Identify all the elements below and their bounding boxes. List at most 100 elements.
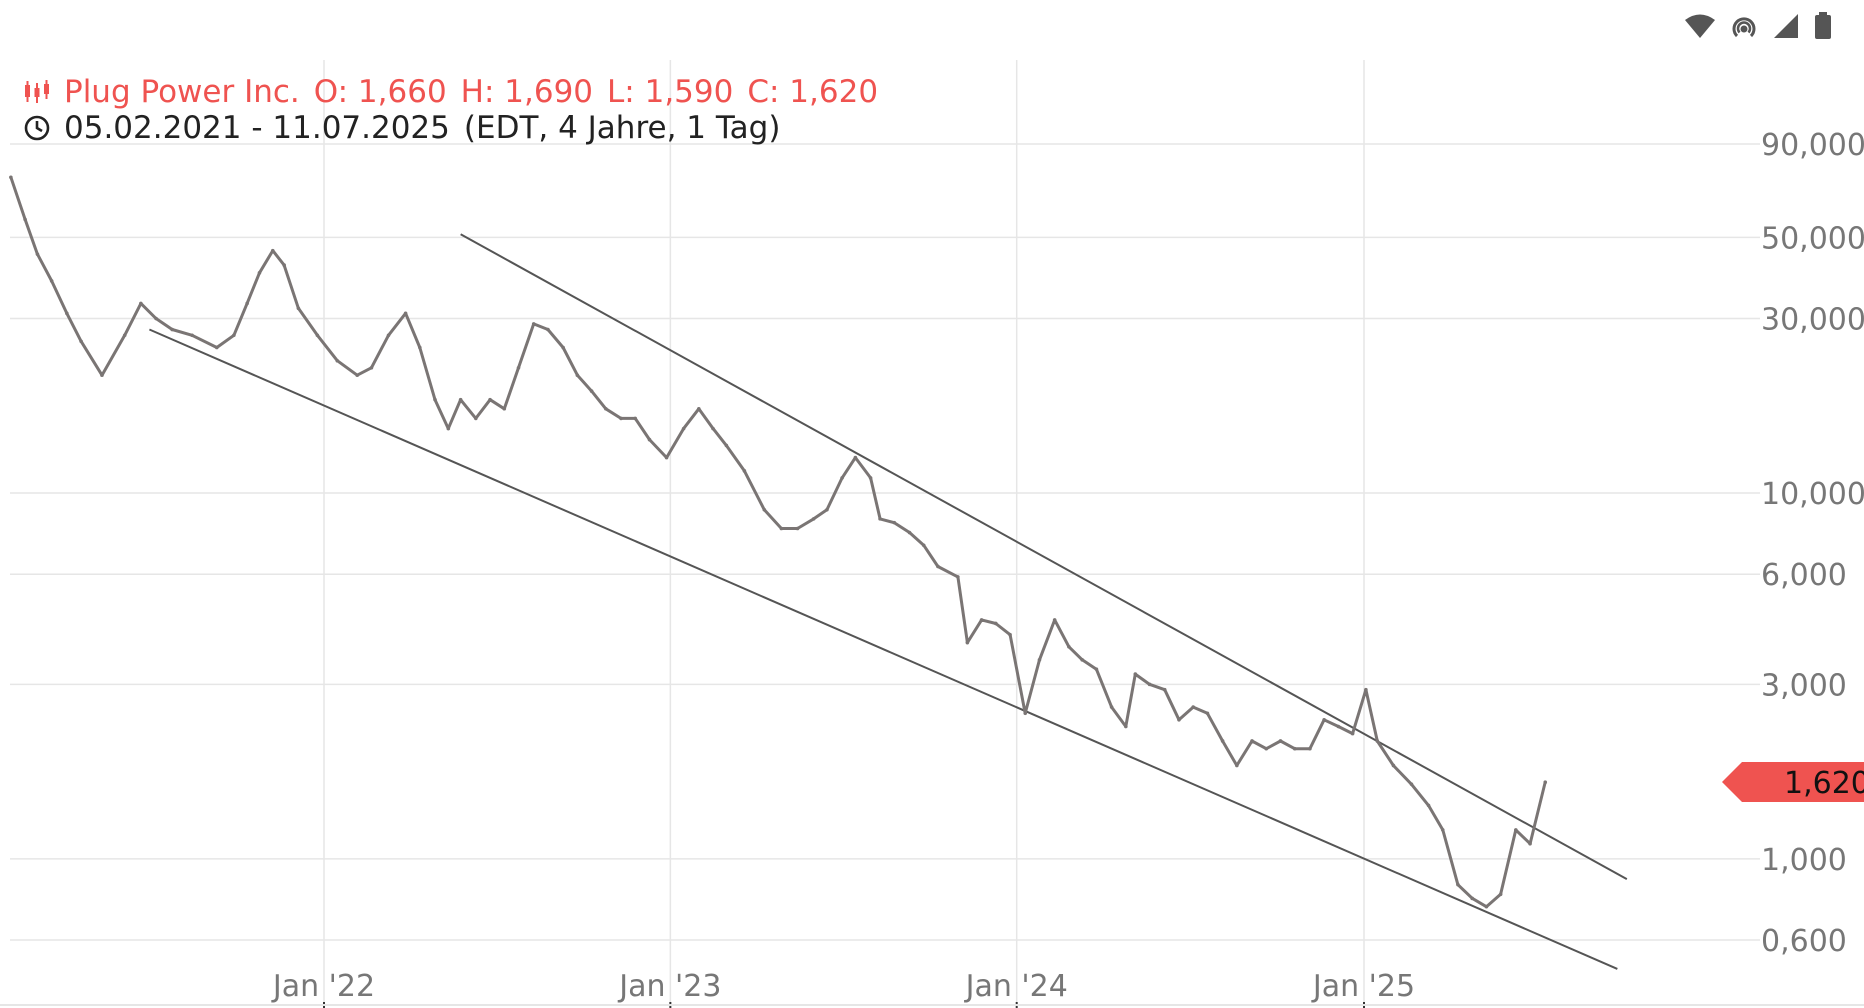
price-point bbox=[1235, 763, 1239, 768]
price-point bbox=[1322, 717, 1326, 722]
price-point bbox=[779, 526, 784, 531]
price-point bbox=[190, 333, 194, 338]
price-point bbox=[762, 507, 767, 512]
signal-icon bbox=[1774, 14, 1798, 38]
price-point bbox=[1220, 739, 1225, 743]
price-point bbox=[1008, 632, 1012, 637]
price-point bbox=[1484, 904, 1489, 909]
price-point bbox=[458, 397, 463, 402]
price-point bbox=[1440, 828, 1445, 832]
price-point bbox=[994, 621, 998, 626]
price-point bbox=[214, 345, 219, 350]
price-point bbox=[1177, 717, 1181, 722]
price-point bbox=[956, 575, 960, 579]
price-point bbox=[139, 301, 143, 306]
y-tick-label: 90,000 bbox=[1761, 128, 1864, 163]
price-point bbox=[474, 416, 478, 421]
chart-area[interactable]: 90,000 50,000 30,000 10,000 6,000 3,000 1,000 0… bbox=[0, 60, 1864, 1008]
price-point bbox=[561, 345, 565, 350]
price-point bbox=[840, 476, 844, 480]
price-point bbox=[35, 252, 40, 256]
price-point bbox=[795, 526, 800, 531]
price-point bbox=[488, 397, 492, 402]
price-point bbox=[1336, 724, 1341, 729]
price-point bbox=[936, 564, 940, 569]
status-bar bbox=[0, 0, 1864, 60]
price-point bbox=[1409, 782, 1414, 786]
last-price-label: 1,620 bbox=[1784, 766, 1864, 802]
low-value: L: 1,590 bbox=[607, 74, 734, 110]
price-point bbox=[154, 316, 158, 321]
range-row: 05.02.2021 - 11.07.2025 (EDT, 4 Jahre, 1… bbox=[22, 110, 878, 146]
price-point bbox=[604, 406, 608, 411]
price-point bbox=[979, 618, 984, 622]
y-tick-label: 1,000 bbox=[1761, 843, 1847, 878]
y-tick-label: 6,000 bbox=[1761, 558, 1847, 593]
price-point bbox=[868, 476, 873, 480]
price-point bbox=[1308, 746, 1312, 751]
y-tick-label: 50,000 bbox=[1761, 221, 1864, 256]
price-point bbox=[1498, 892, 1503, 897]
price-point bbox=[825, 507, 829, 512]
price-point bbox=[516, 365, 521, 370]
y-tick-label: 0,600 bbox=[1761, 924, 1847, 959]
price-point bbox=[315, 333, 320, 338]
price-point bbox=[1109, 705, 1114, 709]
battery-icon bbox=[1815, 12, 1831, 39]
price-point bbox=[257, 271, 262, 275]
price-point bbox=[853, 455, 858, 460]
price-point bbox=[355, 373, 360, 377]
wifi-icon bbox=[1685, 14, 1715, 38]
price-point bbox=[921, 543, 926, 548]
instrument-row: Plug Power Inc. O: 1,660 H: 1,690 L: 1,5… bbox=[22, 74, 878, 110]
price-point bbox=[697, 406, 701, 411]
price-point bbox=[965, 640, 970, 645]
open-value: O: 1,660 bbox=[313, 74, 447, 110]
price-point bbox=[1080, 658, 1084, 662]
price-point bbox=[122, 333, 127, 338]
price-point bbox=[1023, 711, 1028, 716]
price-point bbox=[1391, 763, 1396, 768]
price-point bbox=[1456, 882, 1460, 887]
price-point bbox=[386, 333, 391, 338]
price-point bbox=[1037, 658, 1042, 662]
price-point bbox=[296, 306, 301, 311]
price-point bbox=[369, 365, 374, 370]
price-point bbox=[811, 517, 816, 521]
price-point bbox=[245, 301, 249, 306]
trend-channel-line[interactable] bbox=[149, 328, 1618, 970]
price-series-line[interactable] bbox=[9, 176, 1547, 909]
price-point bbox=[1205, 711, 1210, 716]
price-point bbox=[546, 327, 550, 332]
chart-header: Plug Power Inc. O: 1,660 H: 1,690 L: 1,5… bbox=[22, 74, 878, 146]
price-point bbox=[232, 333, 236, 338]
price-point bbox=[1250, 739, 1254, 743]
candlestick-icon bbox=[25, 80, 49, 103]
price-point bbox=[742, 469, 747, 473]
price-point bbox=[711, 426, 715, 431]
price-point bbox=[502, 406, 507, 411]
price-point bbox=[1375, 739, 1380, 743]
price-point bbox=[619, 416, 623, 421]
x-tick-label: Jan '23 bbox=[617, 969, 721, 1004]
price-point bbox=[65, 311, 69, 316]
trend-channel-line[interactable] bbox=[460, 233, 1628, 881]
price-point bbox=[282, 263, 286, 267]
status-icons bbox=[1684, 12, 1832, 40]
price-point bbox=[1124, 724, 1128, 729]
price-point bbox=[23, 217, 27, 222]
price-chart[interactable]: 90,000 50,000 30,000 10,000 6,000 3,000 1,000 0… bbox=[0, 60, 1864, 1008]
price-point bbox=[907, 530, 912, 535]
price-point bbox=[1292, 746, 1297, 751]
clock-icon bbox=[24, 115, 50, 141]
price-point bbox=[681, 426, 686, 431]
price-point bbox=[270, 248, 275, 253]
price-point bbox=[418, 345, 422, 350]
price-point bbox=[1191, 705, 1195, 709]
price-point bbox=[1264, 746, 1269, 751]
price-point bbox=[1067, 644, 1071, 649]
y-tick-label: 10,000 bbox=[1761, 477, 1864, 512]
price-point bbox=[647, 437, 652, 442]
price-point bbox=[724, 443, 729, 448]
price-point bbox=[1162, 687, 1167, 692]
